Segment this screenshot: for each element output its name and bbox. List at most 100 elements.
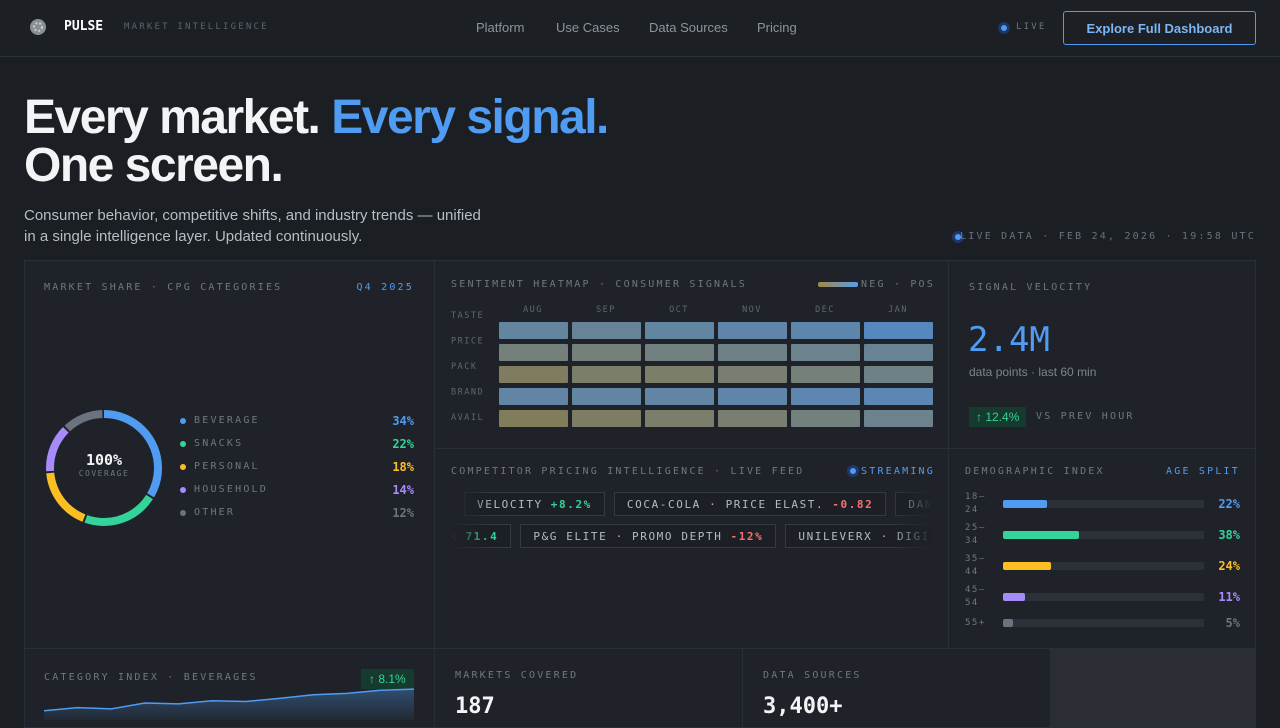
heatmap-row-label: TASTE bbox=[451, 311, 484, 321]
blank-panel bbox=[1050, 648, 1256, 728]
category-change: ↑ 8.1% bbox=[361, 669, 414, 689]
donut-center-value: 100% bbox=[85, 451, 123, 469]
bar-value: 22% bbox=[1218, 497, 1240, 511]
legend-value: 12% bbox=[392, 506, 414, 520]
heatmap-cell bbox=[791, 410, 860, 427]
heatmap-cell bbox=[864, 344, 933, 361]
nav-link[interactable]: Pricing bbox=[757, 20, 797, 35]
ticker-chip: EX 71.4 bbox=[451, 524, 512, 548]
legend-dot bbox=[180, 441, 186, 447]
ticker-label: COCA-COLA · PRICE ELAST. bbox=[626, 497, 825, 511]
sources-panel bbox=[742, 648, 1051, 728]
demographic-label: 35–44 bbox=[965, 554, 986, 577]
heatmap-cell bbox=[864, 322, 933, 339]
headline: Every market. Every signal. One screen. bbox=[24, 94, 609, 192]
legend-label: BEVERAGE bbox=[194, 415, 260, 426]
heatmap-cell bbox=[572, 388, 641, 405]
stream-status: STREAMING bbox=[861, 466, 935, 477]
cta-button[interactable]: Explore Full Dashboard bbox=[1063, 11, 1256, 45]
heatmap-cell bbox=[499, 388, 568, 405]
heatmap-column-label: NOV bbox=[742, 305, 762, 315]
velocity-comparison: VS PREV HOUR bbox=[1036, 411, 1135, 422]
brand: PULSE bbox=[64, 19, 104, 34]
heatmap-cell bbox=[572, 410, 641, 427]
bar-track bbox=[1003, 562, 1204, 570]
heatmap-column-label: JAN bbox=[888, 305, 908, 315]
subtitle: Consumer behavior, competitive shifts, a… bbox=[24, 207, 481, 245]
ticker-label: UNILEVERX · DIGI bbox=[798, 529, 930, 543]
tagline: MARKET INTELLIGENCE bbox=[124, 22, 269, 32]
heatmap-row-label: PRICE bbox=[451, 337, 484, 347]
demographic-label: 45–54 bbox=[965, 585, 986, 608]
bar-track bbox=[1003, 500, 1204, 508]
heatmap-cell bbox=[645, 366, 714, 383]
panel-title: DEMOGRAPHIC INDEX bbox=[965, 466, 1105, 477]
sparkline-line bbox=[44, 688, 414, 712]
velocity-caption: data points · last 60 min bbox=[969, 365, 1097, 379]
bar-track bbox=[1003, 593, 1204, 601]
nav-link[interactable]: Platform bbox=[476, 20, 525, 35]
ticker-chip: DANONE bbox=[895, 492, 932, 516]
timestamp: LIVE DATA · FEB 24, 2026 · 19:58 UTC bbox=[960, 231, 1256, 242]
heatmap-cell bbox=[791, 322, 860, 339]
nav-link[interactable]: Use Cases bbox=[556, 20, 620, 35]
heatmap-row-label: BRAND bbox=[451, 388, 484, 398]
legend-value: 34% bbox=[392, 414, 414, 428]
heatmap-legend: NEG · POS bbox=[861, 279, 935, 290]
heatmap-row-label: AVAIL bbox=[451, 413, 484, 423]
bar-track bbox=[1003, 619, 1204, 627]
bar bbox=[1003, 531, 1080, 539]
heatmap-cell bbox=[645, 410, 714, 427]
donut-segment bbox=[46, 410, 162, 526]
stat-label: DATA SOURCES bbox=[763, 670, 862, 681]
sparkline bbox=[44, 688, 414, 720]
bar-value: 5% bbox=[1225, 616, 1240, 630]
heatmap-cell bbox=[645, 322, 714, 339]
stat-value: 3,400+ bbox=[763, 694, 843, 719]
heatmap-cell bbox=[718, 366, 787, 383]
heatmap: AUG SEP OCT NOV DEC JAN TASTE PRICE PACK BRAND AVA… bbox=[451, 305, 933, 427]
ticker-label: VELOCITY bbox=[477, 497, 543, 511]
donut-chart bbox=[46, 410, 162, 526]
stat-label: MARKETS COVERED bbox=[455, 670, 579, 681]
heatmap-column-label: SEP bbox=[596, 305, 616, 315]
demographic-mode: AGE SPLIT bbox=[1166, 466, 1240, 477]
donut-segment bbox=[46, 410, 162, 526]
legend-dot bbox=[180, 510, 186, 516]
legend-dot bbox=[180, 487, 186, 493]
heatmap-cell bbox=[499, 322, 568, 339]
ticker-value: -12% bbox=[730, 529, 764, 543]
panel-title: SIGNAL VELOCITY bbox=[969, 282, 1093, 293]
velocity-change: ↑ 12.4% bbox=[969, 407, 1027, 427]
heatmap-cell bbox=[864, 410, 933, 427]
ticker-row: EX 71.4 P&G ELITE · PROMO DEPTH -12% UNILEVE… bbox=[451, 524, 932, 548]
ticker-chip: P&G ELITE · PROMO DEPTH -12% bbox=[520, 524, 777, 548]
ticker-chip: VELOCITY +8.2% bbox=[464, 492, 605, 516]
headline-end: One screen. bbox=[24, 139, 284, 192]
heatmap-cell bbox=[645, 388, 714, 405]
legend-dot bbox=[180, 418, 186, 424]
heatmap-cell bbox=[499, 344, 568, 361]
heatmap-cell bbox=[791, 344, 860, 361]
ticker-value: -0.82 bbox=[832, 497, 874, 511]
donut-segment bbox=[46, 410, 162, 526]
market-share-panel bbox=[24, 260, 435, 649]
heatmap-cell bbox=[791, 388, 860, 405]
legend-value: 18% bbox=[392, 460, 414, 474]
heatmap-column-label: OCT bbox=[669, 305, 689, 315]
heatmap-column-label: DEC bbox=[815, 305, 835, 315]
period: Q4 2025 bbox=[356, 282, 414, 293]
velocity-value: 2.4M bbox=[968, 320, 1050, 360]
heatmap-cell bbox=[499, 366, 568, 383]
panel-title: MARKET SHARE · CPG CATEGORIES bbox=[44, 282, 283, 293]
demographic-label: 25–34 bbox=[965, 523, 986, 546]
heatmap-cell bbox=[864, 366, 933, 383]
nav-link[interactable]: Data Sources bbox=[649, 20, 728, 35]
heatmap-cell bbox=[572, 366, 641, 383]
demographic-label: 55+ bbox=[965, 618, 986, 628]
heatmap-cell bbox=[718, 410, 787, 427]
live-data-dot bbox=[952, 231, 964, 243]
panel-title: COMPETITOR PRICING INTELLIGENCE · LIVE F… bbox=[451, 466, 805, 477]
demographics-panel bbox=[948, 448, 1256, 649]
